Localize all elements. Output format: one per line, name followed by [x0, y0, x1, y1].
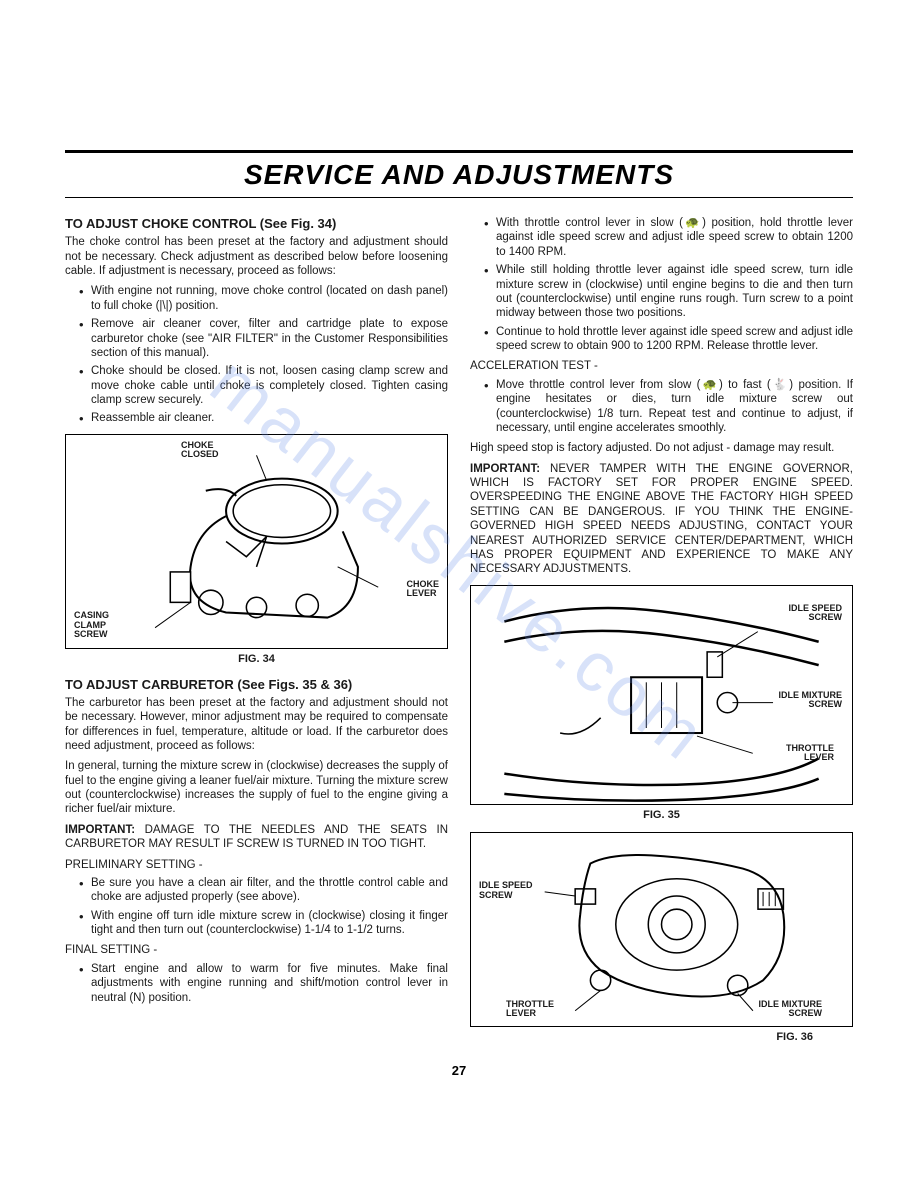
right-bullet: With throttle control lever in slow (🐢) … — [484, 216, 853, 259]
figure-34-diagram — [66, 435, 447, 648]
choke-bullet: Reassemble air cleaner. — [79, 411, 448, 425]
fig34-label-choke-closed: CHOKE CLOSED — [181, 441, 219, 460]
choke-bullets: With engine not running, move choke cont… — [65, 284, 448, 425]
important-label: IMPORTANT: — [65, 824, 135, 836]
figure-36-diagram — [471, 833, 852, 1026]
important-label: IMPORTANT: — [470, 463, 540, 475]
choke-intro: The choke control has been preset at the… — [65, 235, 448, 278]
right-bullet: While still holding throttle lever again… — [484, 263, 853, 321]
governor-important: IMPORTANT: NEVER TAMPER WITH THE ENGINE … — [470, 462, 853, 577]
column-container: TO ADJUST CHOKE CONTROL (See Fig. 34) Th… — [65, 216, 853, 1055]
fig34-label-choke-lever: CHOKE LEVER — [406, 580, 439, 599]
final-bullets: Start engine and allow to warm for five … — [65, 962, 448, 1005]
carb-p2: In general, turning the mixture screw in… — [65, 759, 448, 817]
fig36-label-idle-mixture: IDLE MIXTURE SCREW — [758, 1000, 822, 1019]
left-column: TO ADJUST CHOKE CONTROL (See Fig. 34) Th… — [65, 216, 448, 1055]
high-speed-note: High speed stop is factory adjusted. Do … — [470, 441, 853, 455]
manual-page: manualshive.com SERVICE AND ADJUSTMENTS … — [0, 0, 918, 1118]
prelim-bullet: Be sure you have a clean air filter, and… — [79, 876, 448, 905]
page-number: 27 — [65, 1063, 853, 1078]
fig36-label-throttle: THROTTLE LEVER — [506, 1000, 554, 1019]
figure-35-box: IDLE SPEED SCREW IDLE MIXTURE SCREW THRO… — [470, 585, 853, 805]
carb-important: IMPORTANT: DAMAGE TO THE NEEDLES AND THE… — [65, 823, 448, 852]
fig36-caption: FIG. 36 — [470, 1031, 853, 1045]
fig34-caption: FIG. 34 — [65, 653, 448, 667]
carb-heading: TO ADJUST CARBURETOR (See Figs. 35 & 36) — [65, 677, 448, 693]
prelim-bullet: With engine off turn idle mixture screw … — [79, 909, 448, 938]
right-column: With throttle control lever in slow (🐢) … — [470, 216, 853, 1055]
fig35-label-throttle: THROTTLE LEVER — [786, 744, 834, 763]
figure-36-box: IDLE SPEED SCREW THROTTLE LEVER IDLE MIX… — [470, 832, 853, 1027]
final-bullet: Start engine and allow to warm for five … — [79, 962, 448, 1005]
prelim-bullets: Be sure you have a clean air filter, and… — [65, 876, 448, 938]
accel-heading: ACCELERATION TEST - — [470, 359, 853, 373]
figure-34-box: CHOKE CLOSED CHOKE LEVER CASING CLAMP SC… — [65, 434, 448, 649]
figure-35-content: IDLE SPEED SCREW IDLE MIXTURE SCREW THRO… — [471, 586, 852, 804]
fig36-label-idle-speed: IDLE SPEED SCREW — [479, 881, 533, 900]
fig34-label-clamp-screw: CASING CLAMP SCREW — [74, 611, 109, 639]
choke-bullet: Remove air cleaner cover, filter and car… — [79, 317, 448, 360]
figure-34-content: CHOKE CLOSED CHOKE LEVER CASING CLAMP SC… — [66, 435, 447, 648]
accel-bullet: Move throttle control lever from slow (🐢… — [484, 378, 853, 436]
page-title: SERVICE AND ADJUSTMENTS — [65, 159, 853, 191]
important-text: NEVER TAMPER WITH THE ENGINE GOVERNOR, W… — [470, 463, 853, 576]
accel-bullets: Move throttle control lever from slow (🐢… — [470, 378, 853, 436]
final-heading: FINAL SETTING - — [65, 943, 448, 957]
fig35-label-idle-speed: IDLE SPEED SCREW — [788, 604, 842, 623]
choke-heading: TO ADJUST CHOKE CONTROL (See Fig. 34) — [65, 216, 448, 232]
right-top-bullets: With throttle control lever in slow (🐢) … — [470, 216, 853, 353]
figure-36-content: IDLE SPEED SCREW THROTTLE LEVER IDLE MIX… — [471, 833, 852, 1026]
title-bar: SERVICE AND ADJUSTMENTS — [65, 150, 853, 198]
right-bullet: Continue to hold throttle lever against … — [484, 325, 853, 354]
fig35-caption: FIG. 35 — [470, 809, 853, 823]
choke-bullet: Choke should be closed. If it is not, lo… — [79, 364, 448, 407]
carb-p1: The carburetor has been preset at the fa… — [65, 696, 448, 754]
choke-bullet: With engine not running, move choke cont… — [79, 284, 448, 313]
prelim-heading: PRELIMINARY SETTING - — [65, 858, 448, 872]
fig35-label-idle-mixture: IDLE MIXTURE SCREW — [778, 691, 842, 710]
